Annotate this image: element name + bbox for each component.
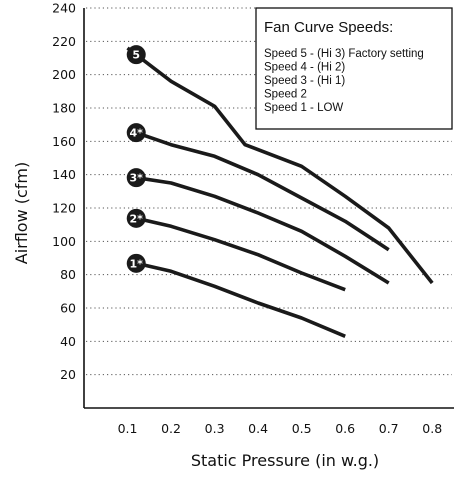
series-line-speed-3 — [127, 174, 390, 285]
series-layer — [126, 46, 434, 338]
series-marker — [126, 253, 146, 273]
series-marker-label: 2* — [130, 212, 144, 225]
x-tick-label: 0.6 — [335, 421, 355, 436]
series-marker — [126, 45, 146, 65]
axis-layer: 20 40 60 80 100 120 140 160 180 200 220 240 0.1 0.2 0.… — [52, 1, 454, 436]
y-tick-label: 20 — [60, 367, 76, 382]
legend-item: Speed 5 - (Hi 3) Factory setting — [264, 48, 424, 60]
legend-item: Speed 3 - (Hi 1) — [264, 75, 345, 87]
y-axis-title: Airflow (cfm) — [12, 162, 31, 265]
series-label-layer: 5 4* 3* 2* 1* — [126, 45, 146, 273]
x-tick-label: 0.4 — [248, 421, 268, 436]
legend-item: Speed 2 — [264, 89, 307, 101]
x-tick-label: 0.3 — [205, 421, 225, 436]
y-tick-label: 40 — [60, 334, 76, 349]
legend-item: Speed 4 - (Hi 2) — [264, 62, 345, 74]
series-marker — [126, 123, 146, 143]
x-tick-label: 0.1 — [118, 421, 138, 436]
y-tick-label: 220 — [52, 34, 76, 49]
series-marker-label: 1* — [130, 257, 144, 270]
series-marker — [126, 208, 146, 228]
y-tick-label: 120 — [52, 201, 76, 216]
x-tick-label: 0.2 — [161, 421, 181, 436]
x-tick-label: 0.7 — [379, 421, 399, 436]
legend-box — [255, 7, 453, 130]
y-tick-label: 160 — [52, 134, 76, 149]
y-tick-label: 100 — [52, 234, 76, 249]
series-marker-label: 4* — [130, 127, 144, 140]
legend-item: Speed 1 - LOW — [264, 102, 343, 114]
series-marker-label: 3* — [130, 172, 144, 185]
x-tick-label: 0.8 — [422, 421, 442, 436]
y-tick-label: 80 — [60, 267, 76, 282]
y-tick-label: 180 — [52, 101, 76, 116]
series-line-speed-2 — [127, 214, 346, 292]
series-line-speed-4 — [126, 127, 390, 252]
series-marker-label: 5 — [132, 49, 140, 62]
series-line-speed-1 — [127, 259, 346, 338]
series-marker — [126, 168, 146, 188]
legend-title: Fan Curve Speeds: — [264, 19, 393, 36]
x-axis-title: Static Pressure (in w.g.) — [191, 451, 379, 470]
y-tick-label: 60 — [60, 301, 76, 316]
y-tick-label: 200 — [52, 67, 76, 82]
y-tick-label: 140 — [52, 167, 76, 182]
y-tick-label: 240 — [52, 1, 76, 16]
x-tick-label: 0.5 — [292, 421, 312, 436]
series-line-speed-5 — [126, 46, 434, 285]
legend: Fan Curve Speeds: Speed 5 - (Hi 3) Factor… — [255, 7, 453, 130]
